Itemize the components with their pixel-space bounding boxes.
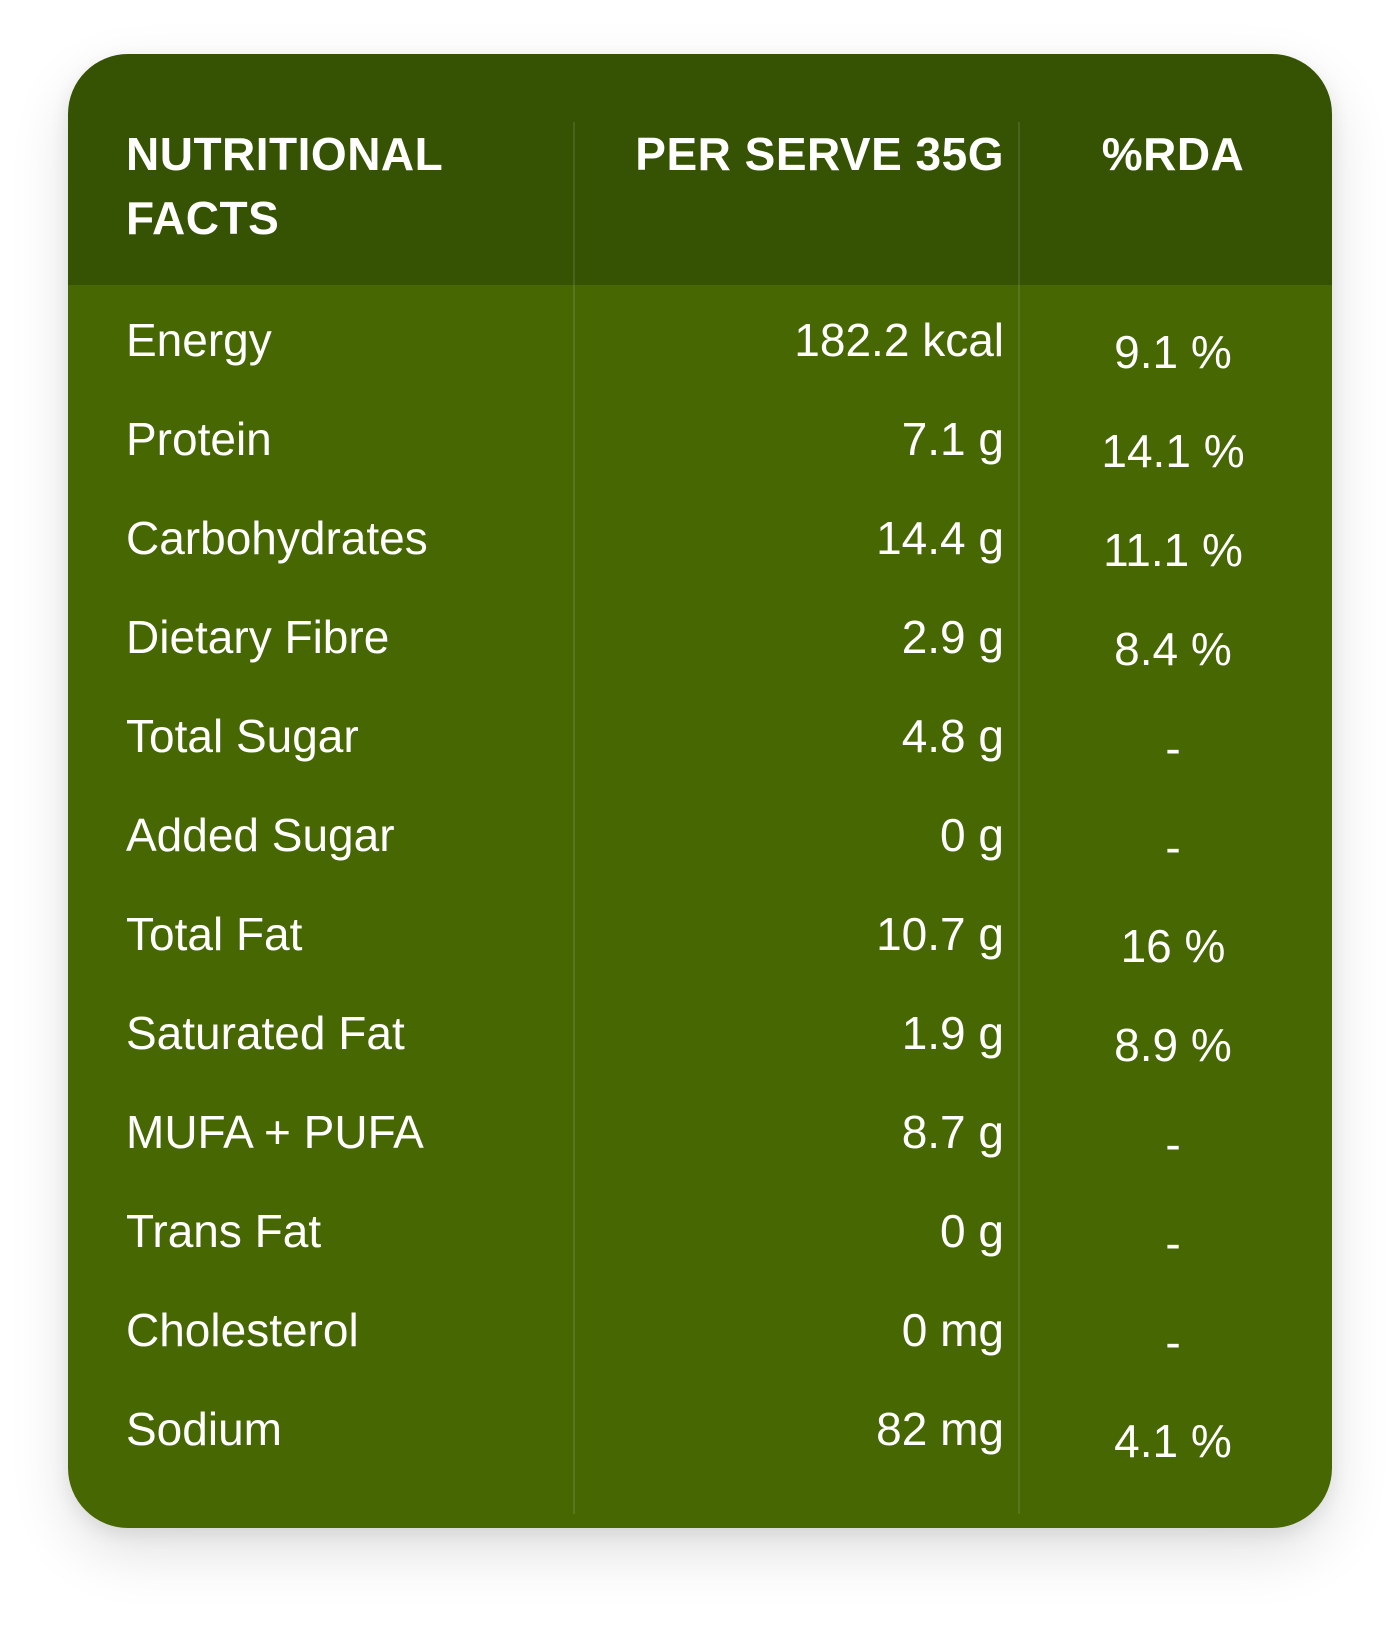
header-rda: %RDA bbox=[1101, 128, 1245, 180]
header-per-serve: PER SERVE 35G bbox=[635, 128, 1004, 180]
table-row: Carbohydrates 14.4 g 11.1 % bbox=[68, 503, 1332, 602]
table-row: Added Sugar 0 g - bbox=[68, 800, 1332, 899]
per-serve-value: 4.8 g bbox=[901, 710, 1004, 762]
rda-value: 14.1 % bbox=[1101, 425, 1245, 477]
table-row: MUFA + PUFA 8.7 g - bbox=[68, 1097, 1332, 1196]
table-row: Total Fat 10.7 g 16 % bbox=[68, 899, 1332, 998]
rda-value: 8.9 % bbox=[1114, 1019, 1232, 1071]
nutrient-name: Dietary Fibre bbox=[126, 611, 390, 663]
rda-value: - bbox=[1165, 821, 1181, 873]
table-row: Trans Fat 0 g - bbox=[68, 1196, 1332, 1295]
nutrient-name: Saturated Fat bbox=[126, 1007, 405, 1059]
header-nutritional-facts: NUTRITIONAL FACTS bbox=[126, 128, 443, 244]
column-divider bbox=[573, 122, 575, 1514]
per-serve-value: 82 mg bbox=[876, 1403, 1004, 1455]
rda-value: - bbox=[1165, 1316, 1181, 1368]
rda-value: 11.1 % bbox=[1103, 524, 1243, 576]
table-header: NUTRITIONAL FACTS PER SERVE 35G %RDA bbox=[68, 54, 1332, 285]
per-serve-value: 0 mg bbox=[901, 1304, 1004, 1356]
table-row: Saturated Fat 1.9 g 8.9 % bbox=[68, 998, 1332, 1097]
nutrient-name: Carbohydrates bbox=[126, 512, 428, 564]
per-serve-value: 1.9 g bbox=[901, 1007, 1004, 1059]
nutrient-name: Trans Fat bbox=[126, 1205, 322, 1257]
column-divider bbox=[1018, 122, 1020, 1514]
nutrient-name: Total Fat bbox=[126, 908, 303, 960]
nutrient-name: MUFA + PUFA bbox=[126, 1106, 424, 1158]
table-row: Cholesterol 0 mg - bbox=[68, 1295, 1332, 1394]
rda-value: 16 % bbox=[1120, 920, 1226, 972]
nutrient-name: Protein bbox=[126, 413, 272, 465]
nutrition-facts-card: NUTRITIONAL FACTS PER SERVE 35G %RDA Ene… bbox=[68, 54, 1332, 1528]
per-serve-value: 182.2 kcal bbox=[794, 314, 1004, 366]
nutrient-name: Total Sugar bbox=[126, 710, 359, 762]
per-serve-value: 14.4 g bbox=[876, 512, 1004, 564]
nutrient-name: Energy bbox=[126, 314, 272, 366]
table-row: Dietary Fibre 2.9 g 8.4 % bbox=[68, 602, 1332, 701]
per-serve-value: 0 g bbox=[940, 809, 1004, 861]
per-serve-value: 10.7 g bbox=[876, 908, 1004, 960]
rda-value: 8.4 % bbox=[1114, 623, 1232, 675]
nutrient-name: Sodium bbox=[126, 1403, 282, 1455]
table-row: Total Sugar 4.8 g - bbox=[68, 701, 1332, 800]
per-serve-value: 8.7 g bbox=[901, 1106, 1004, 1158]
table-body: Energy 182.2 kcal 9.1 % Protein 7.1 g 14… bbox=[68, 285, 1332, 1528]
rda-value: 9.1 % bbox=[1114, 326, 1232, 378]
table-row: Energy 182.2 kcal 9.1 % bbox=[68, 305, 1332, 404]
nutrient-name: Added Sugar bbox=[126, 809, 395, 861]
per-serve-value: 0 g bbox=[940, 1205, 1004, 1257]
nutrient-name: Cholesterol bbox=[126, 1304, 359, 1356]
per-serve-value: 2.9 g bbox=[901, 611, 1004, 663]
table-row: Sodium 82 mg 4.1 % bbox=[68, 1394, 1332, 1493]
per-serve-value: 7.1 g bbox=[901, 413, 1004, 465]
rda-value: 4.1 % bbox=[1114, 1415, 1232, 1467]
rda-value: - bbox=[1165, 1217, 1181, 1269]
rda-value: - bbox=[1165, 1118, 1181, 1170]
rda-value: - bbox=[1165, 722, 1181, 774]
table-row: Protein 7.1 g 14.1 % bbox=[68, 404, 1332, 503]
